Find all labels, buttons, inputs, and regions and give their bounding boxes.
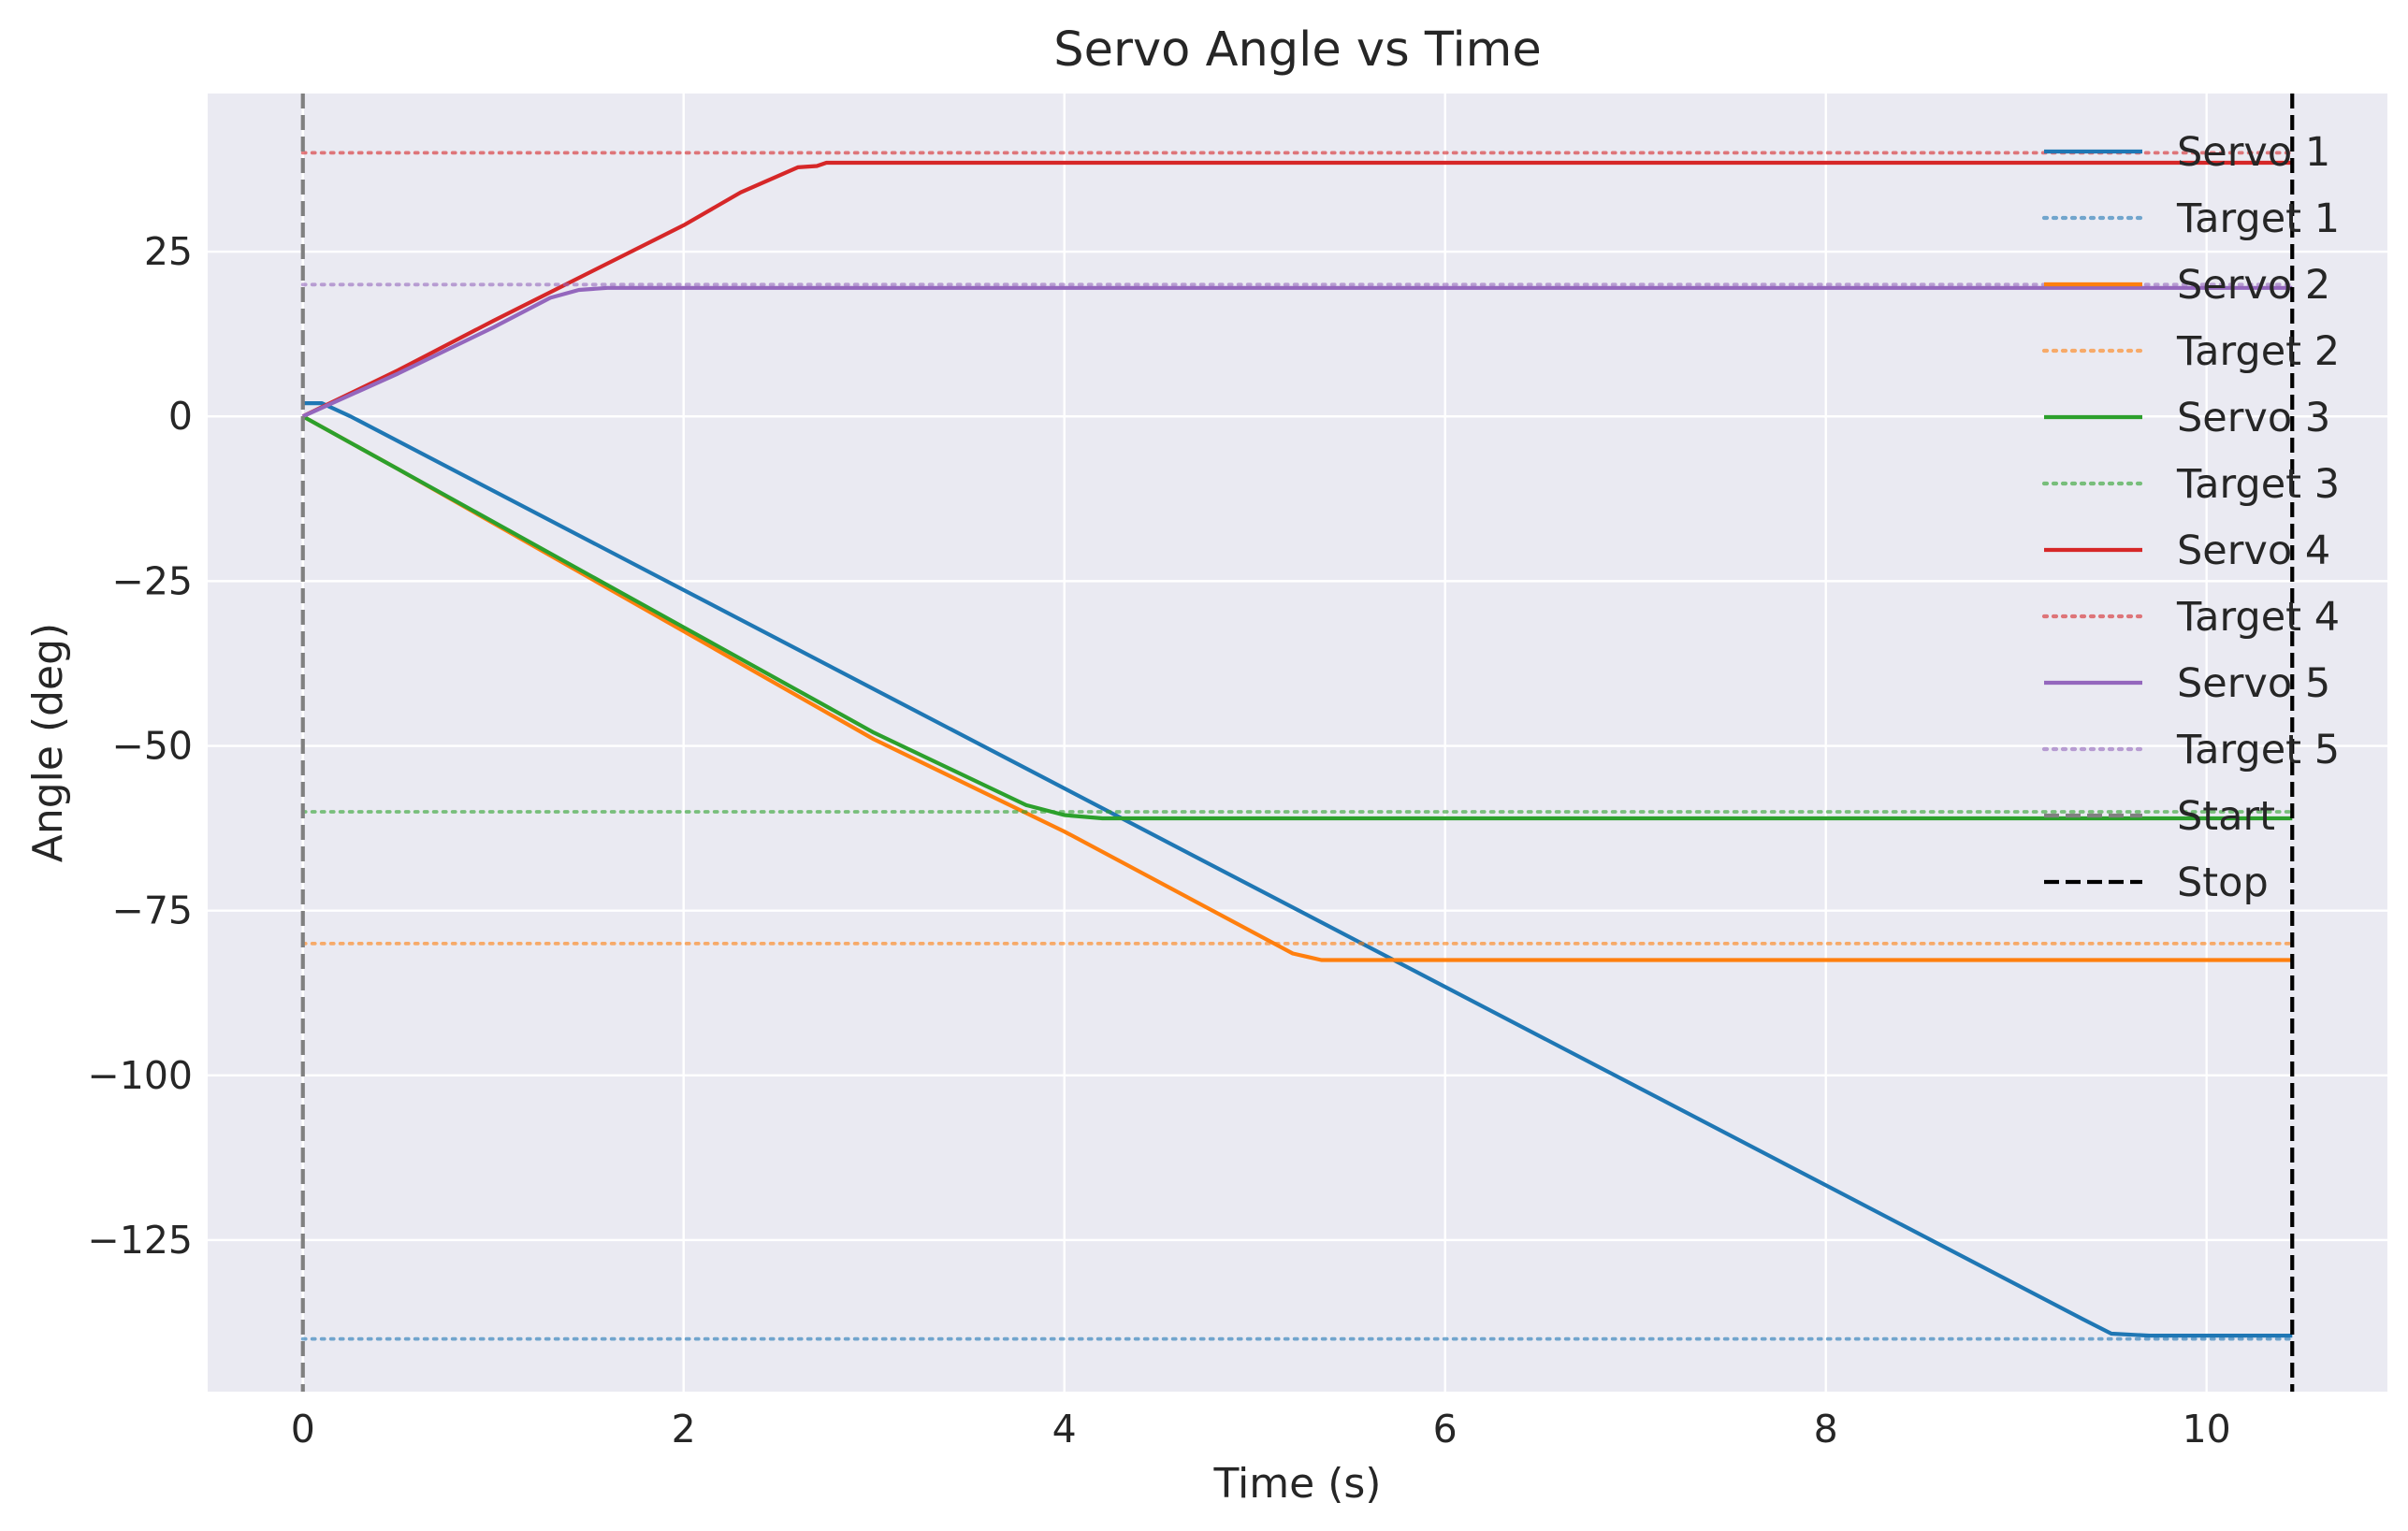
x-tick-label: 8 xyxy=(1814,1407,1838,1452)
legend-label: Servo 3 xyxy=(2177,395,2330,441)
legend-label: Target 2 xyxy=(2176,328,2340,375)
y-tick-label: −25 xyxy=(111,558,193,603)
series-line-7 xyxy=(301,160,2293,419)
x-tick-label: 10 xyxy=(2183,1407,2231,1452)
series-line-9 xyxy=(301,285,2293,419)
x-tick-label: 6 xyxy=(1433,1407,1458,1452)
legend-label: Servo 1 xyxy=(2177,129,2330,176)
x-tick-label: 0 xyxy=(291,1407,315,1452)
legend-label: Stop xyxy=(2177,859,2269,906)
y-axis-label: Angle (deg) xyxy=(24,623,72,862)
legend-label: Servo 4 xyxy=(2177,527,2330,574)
series-line-1 xyxy=(302,401,2293,1338)
x-tick-label: 2 xyxy=(672,1407,696,1452)
plot-area xyxy=(208,94,2387,1392)
y-tick-label: 0 xyxy=(168,394,193,439)
x-axis-label: Time (s) xyxy=(1213,1460,1382,1508)
legend-label: Target 5 xyxy=(2176,727,2340,773)
legend-label: Start xyxy=(2177,793,2275,840)
y-tick-label: −100 xyxy=(87,1053,193,1098)
legend-label: Servo 5 xyxy=(2177,660,2330,707)
legend-label: Target 3 xyxy=(2176,461,2340,508)
vline-layer xyxy=(300,94,2295,1392)
legend-label: Target 1 xyxy=(2176,195,2340,242)
legend-label: Servo 2 xyxy=(2177,262,2330,309)
y-tick-label: −125 xyxy=(87,1218,193,1263)
y-tick-label: −75 xyxy=(111,888,193,933)
tick-labels: 0 2 4 6 8 10 25 0 −25 −50 −75 −100 −125 xyxy=(87,229,2230,1452)
legend-label: Target 4 xyxy=(2176,594,2340,641)
series-layer xyxy=(300,151,2295,1341)
y-tick-label: −50 xyxy=(111,724,193,769)
legend: Servo 1 Target 1 Servo 2 Target 2 Servo 3 Tar… xyxy=(2041,129,2340,906)
series-line-5 xyxy=(301,414,2293,821)
chart-title: Servo Angle vs Time xyxy=(1053,22,1541,78)
x-tick-label: 4 xyxy=(1052,1407,1077,1452)
y-tick-label: 25 xyxy=(144,229,193,274)
